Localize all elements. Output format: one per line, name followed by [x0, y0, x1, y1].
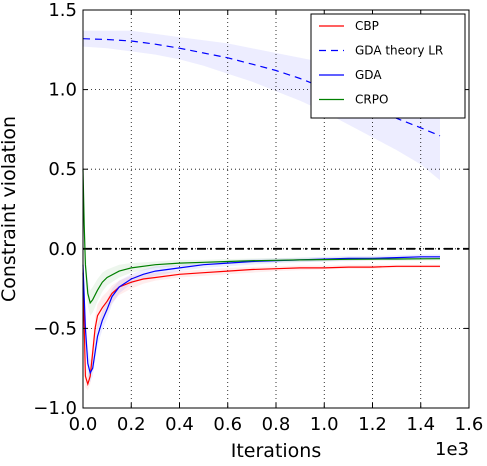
- axis-ticks: [82, 9, 470, 409]
- series-line-gda: [82, 256, 440, 375]
- y-tick-label: 1.0: [48, 80, 77, 101]
- series-line-cbp: [82, 265, 440, 387]
- x-tick-labels: 0.0 0.2 0.4 0.6 0.8 1.0 1.2 1.4 1.6: [69, 414, 484, 435]
- series-line-crpo: [82, 169, 441, 305]
- legend-label-gda-theory-lr: GDA theory LR: [355, 44, 443, 58]
- x-tick-label: 1.6: [455, 414, 484, 435]
- x-tick-label: 1.0: [310, 414, 339, 435]
- x-tick-label: 0.2: [117, 414, 146, 435]
- band-crpo: [83, 161, 440, 316]
- y-tick-labels: 1.5 1.0 0.5 0.0 −0.5 −1.0: [33, 0, 77, 419]
- legend-label-cbp: CBP: [355, 19, 379, 33]
- y-axis-title: Constraint violation: [0, 116, 20, 302]
- x-axis-scale-label: 1e3: [435, 439, 469, 460]
- y-tick-label: 1.5: [48, 0, 77, 21]
- x-tick-label: 1.4: [406, 414, 435, 435]
- x-axis-title: Iterations: [231, 440, 322, 462]
- band-cbp: [83, 264, 440, 391]
- x-tick-label: 0.0: [69, 414, 98, 435]
- y-tick-label: 0.0: [48, 239, 77, 260]
- legend: CBP GDA theory LR GDA CRPO: [310, 13, 466, 119]
- legend-box: [310, 13, 466, 119]
- x-tick-label: 0.8: [262, 414, 291, 435]
- band-gda: [83, 254, 440, 383]
- y-tick-label: −1.0: [33, 398, 77, 419]
- x-tick-label: 1.2: [358, 414, 387, 435]
- x-tick-label: 0.4: [165, 414, 194, 435]
- y-tick-label: −0.5: [33, 318, 77, 339]
- legend-label-crpo: CRPO: [355, 93, 388, 107]
- y-tick-label: 0.5: [48, 159, 77, 180]
- legend-label-gda: GDA: [355, 68, 382, 82]
- x-tick-label: 0.6: [213, 414, 242, 435]
